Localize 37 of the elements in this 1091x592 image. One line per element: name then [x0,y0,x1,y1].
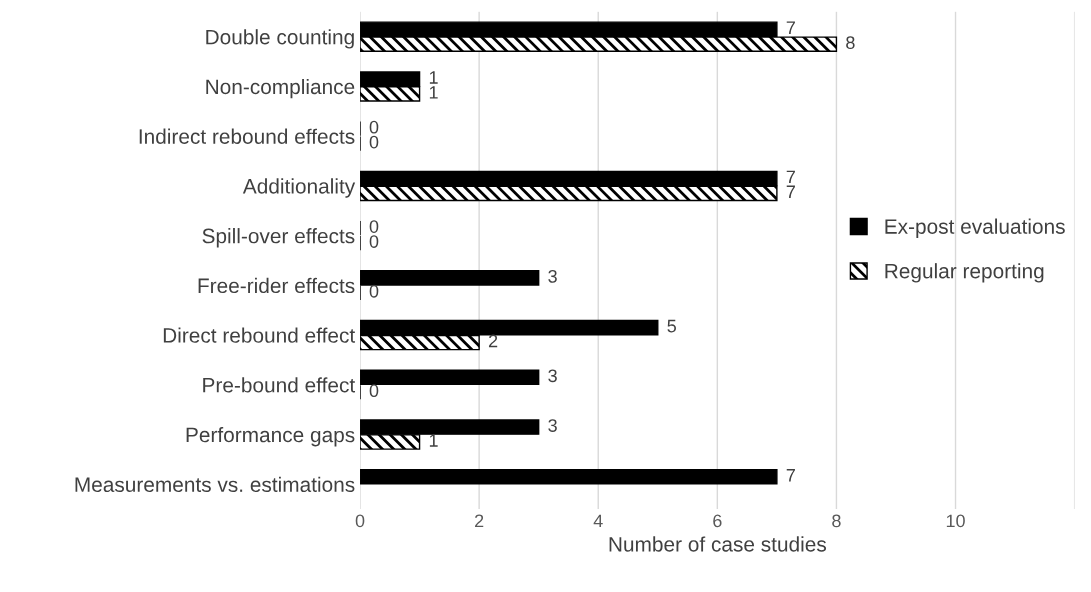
data-label: 3 [548,369,557,383]
data-label: 0 [369,120,379,134]
data-label: 0 [369,235,379,248]
x-tick-label: 4 [593,514,603,528]
y-tick-label: Indirect rebound effects [139,128,355,144]
x-tick-label: 0 [355,514,365,528]
data-label: 0 [369,384,379,398]
x-axis-title: Number of case studies [609,536,827,552]
data-label: 1 [429,434,438,447]
y-tick-label: Measurements vs. estimations [75,476,355,493]
data-label: 5 [667,319,676,333]
data-label: 8 [846,36,855,50]
x-tick-label: 6 [713,514,722,528]
data-label: 7 [786,469,795,482]
x-tick-label: 10 [946,514,965,528]
data-label: 3 [548,269,557,283]
data-label: 1 [429,86,438,99]
x-tick-label: 2 [475,514,484,528]
y-tick-label: Double counting [206,29,354,49]
y-tick-label: Additionality [242,178,356,198]
y-tick-label: Direct rebound effect [163,327,356,343]
data-label: 0 [369,135,379,149]
data-label: 7 [786,21,795,34]
legend-label: Ex-post evaluations [885,218,1065,239]
y-tick-label: Pre-bound effect [203,377,356,393]
x-tick-label: 8 [832,514,841,528]
data-label: 7 [786,185,795,199]
data-label: 1 [429,71,438,84]
data-label: 0 [369,220,379,233]
y-tick-label: Performance gaps [186,427,355,447]
y-tick-label: Spill-over effects [202,228,355,248]
data-label: 7 [786,170,795,184]
legend-label: Regular reporting [885,263,1044,283]
y-tick-label: Free-rider effects [198,277,355,294]
data-label: 2 [488,334,498,348]
y-tick-label: Non-compliance [206,78,355,99]
data-label: 3 [548,419,557,432]
